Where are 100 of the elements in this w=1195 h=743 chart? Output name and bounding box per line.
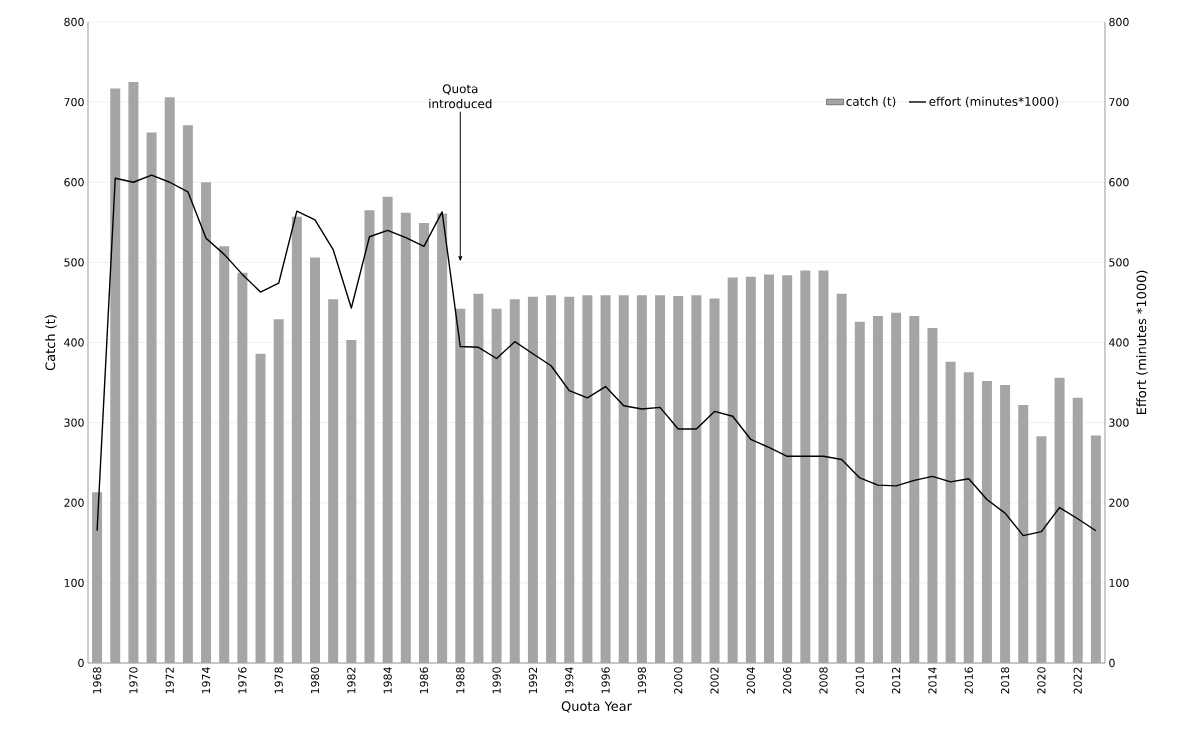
bar bbox=[1036, 436, 1047, 663]
bar bbox=[219, 246, 230, 663]
bar bbox=[582, 295, 593, 663]
bar bbox=[164, 97, 175, 663]
bar bbox=[981, 380, 992, 663]
y2-tick-label: 800 bbox=[1109, 17, 1129, 27]
x-tick-label: 1998 bbox=[637, 667, 647, 694]
x-axis-title: Quota Year bbox=[561, 701, 632, 713]
bar bbox=[1018, 405, 1029, 663]
bar bbox=[1072, 397, 1083, 663]
x-tick-label: 1988 bbox=[456, 667, 465, 694]
bar bbox=[291, 216, 302, 663]
bar bbox=[927, 328, 938, 663]
legend-label: catch (t) bbox=[846, 96, 896, 108]
x-tick-label: 2006 bbox=[783, 667, 792, 694]
bar bbox=[600, 295, 611, 663]
y-tick-label: 500 bbox=[64, 258, 84, 267]
x-tick-label: 1972 bbox=[165, 667, 174, 694]
bar bbox=[92, 492, 103, 663]
x-tick-label: 2008 bbox=[819, 667, 828, 694]
x-tick-label: 1974 bbox=[201, 667, 211, 694]
x-tick-label: 1994 bbox=[565, 667, 574, 694]
bar bbox=[328, 299, 339, 663]
x-tick-label: 2020 bbox=[1037, 667, 1046, 694]
x-tick-label: 2014 bbox=[928, 667, 937, 694]
bar bbox=[945, 361, 956, 663]
bar bbox=[437, 213, 448, 663]
y-axis-title: Catch (t) bbox=[45, 315, 57, 371]
y2-tick-label: 0 bbox=[1109, 658, 1115, 668]
bar bbox=[201, 182, 212, 663]
bar bbox=[546, 295, 557, 663]
y2-tick-label: 200 bbox=[1109, 498, 1129, 507]
bar bbox=[673, 296, 684, 663]
bar bbox=[618, 295, 629, 663]
bar bbox=[255, 353, 266, 663]
y2-tick-label: 700 bbox=[1109, 97, 1129, 107]
x-tick-label: 1984 bbox=[383, 667, 392, 694]
x-tick-label: 1970 bbox=[129, 667, 138, 694]
y-tick-label: 300 bbox=[64, 418, 84, 427]
x-tick-label: 1990 bbox=[492, 667, 501, 694]
bar bbox=[818, 270, 829, 663]
y2-tick-label: 400 bbox=[1109, 338, 1129, 347]
x-tick-label: 1976 bbox=[238, 667, 247, 694]
bar bbox=[836, 293, 847, 663]
x-tick-label: 1996 bbox=[601, 667, 610, 694]
y2-axis-title: Effort (minutes *1000) bbox=[1136, 270, 1148, 415]
bar bbox=[1054, 377, 1065, 663]
x-tick-label: 1980 bbox=[310, 667, 320, 694]
bar bbox=[346, 340, 357, 663]
bar bbox=[745, 276, 756, 663]
bar bbox=[764, 274, 774, 663]
bar bbox=[527, 296, 538, 663]
y-tick-label: 200 bbox=[64, 498, 84, 507]
bar bbox=[182, 125, 193, 663]
y2-tick-label: 300 bbox=[1109, 418, 1129, 427]
bar bbox=[709, 298, 720, 663]
y-tick-label: 100 bbox=[64, 578, 84, 588]
annotation: Quota introduced bbox=[429, 84, 492, 109]
x-tick-label: 2012 bbox=[891, 667, 901, 694]
y-tick-label: 0 bbox=[78, 658, 84, 668]
bar bbox=[636, 295, 647, 663]
bar bbox=[963, 372, 974, 663]
bar bbox=[1090, 435, 1101, 663]
bar bbox=[110, 88, 121, 663]
y-tick-label: 600 bbox=[64, 178, 84, 187]
bar bbox=[382, 196, 393, 663]
x-tick-label: 1968 bbox=[92, 667, 102, 694]
x-tick-label: 1986 bbox=[419, 667, 429, 694]
bar bbox=[782, 275, 793, 663]
bar bbox=[691, 295, 702, 663]
y-tick-label: 400 bbox=[64, 338, 84, 347]
bar bbox=[128, 82, 139, 663]
y2-tick-label: 600 bbox=[1109, 178, 1129, 187]
x-tick-label: 2016 bbox=[964, 667, 973, 694]
bar bbox=[854, 321, 865, 663]
bar bbox=[909, 316, 920, 663]
bar bbox=[473, 293, 484, 663]
x-tick-label: 2004 bbox=[746, 667, 755, 694]
x-tick-label: 2022 bbox=[1073, 667, 1082, 694]
bar bbox=[237, 272, 248, 663]
bar bbox=[1000, 384, 1011, 663]
bar bbox=[655, 295, 666, 663]
bar bbox=[800, 270, 811, 663]
bar bbox=[273, 319, 284, 663]
bar bbox=[891, 312, 902, 663]
x-tick-label: 2000 bbox=[674, 667, 683, 694]
bar bbox=[400, 212, 411, 663]
x-tick-label: 2010 bbox=[855, 667, 864, 694]
x-tick-label: 2002 bbox=[710, 667, 719, 694]
y-tick-label: 700 bbox=[64, 97, 84, 107]
bar bbox=[491, 308, 502, 663]
bar bbox=[146, 132, 157, 663]
bar bbox=[727, 277, 738, 663]
bar bbox=[872, 316, 883, 663]
bar bbox=[310, 257, 320, 663]
x-tick-label: 1982 bbox=[347, 667, 356, 694]
y2-tick-label: 500 bbox=[1109, 258, 1129, 267]
bar bbox=[564, 296, 575, 663]
legend-label: effort (minutes*1000) bbox=[929, 96, 1059, 108]
x-tick-label: 1992 bbox=[528, 667, 538, 694]
